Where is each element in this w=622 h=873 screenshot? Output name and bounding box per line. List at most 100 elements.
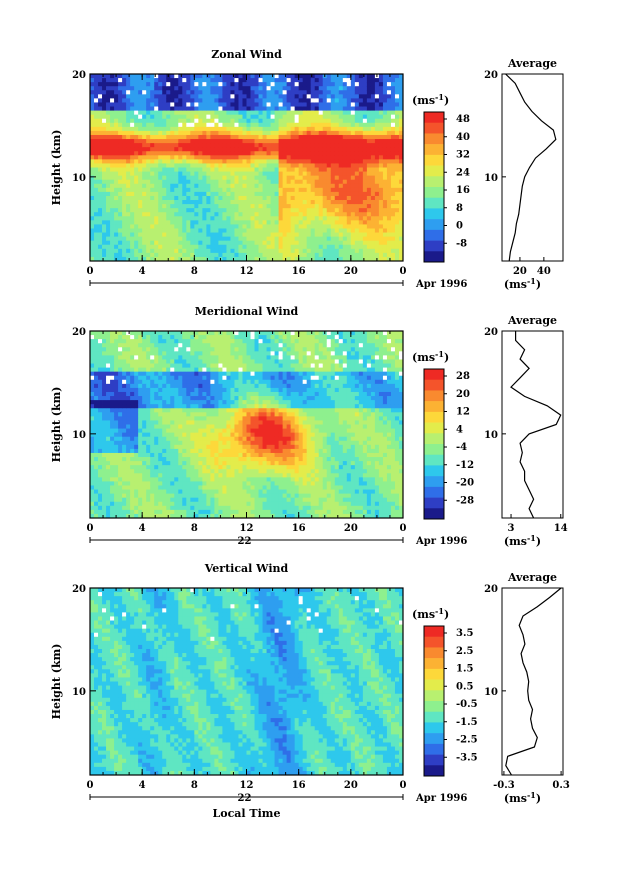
heatmap-cell xyxy=(194,216,199,221)
heatmap-cell xyxy=(222,208,227,213)
heatmap-cell xyxy=(246,175,251,181)
heatmap-cell xyxy=(290,232,296,238)
heatmap-cell xyxy=(294,74,300,79)
heatmap-cell xyxy=(150,90,155,95)
heatmap-cell xyxy=(186,228,191,233)
heatmap-cell xyxy=(146,485,151,490)
heatmap-cell xyxy=(242,126,247,132)
heatmap-cell xyxy=(130,256,135,262)
heatmap-cell xyxy=(330,74,336,79)
heatmap-cell xyxy=(94,252,99,258)
heatmap-cell xyxy=(298,195,304,201)
heatmap-cell xyxy=(94,363,99,368)
heatmap-cell xyxy=(158,355,163,360)
heatmap-cell xyxy=(230,179,235,185)
heatmap-cell xyxy=(150,195,155,201)
heatmap-cell xyxy=(186,412,191,417)
heatmap-cell xyxy=(170,232,175,238)
heatmap-cell xyxy=(326,151,332,156)
heatmap-cell xyxy=(206,151,211,156)
heatmap-cell xyxy=(114,383,119,389)
heatmap-cell xyxy=(390,183,396,189)
heatmap-cell xyxy=(134,347,139,352)
heatmap-cell xyxy=(114,461,119,466)
heatmap-cell xyxy=(286,236,292,242)
heatmap-cell xyxy=(194,256,199,262)
heatmap-cell xyxy=(326,163,332,168)
heatmap-cell xyxy=(350,216,356,221)
heatmap-cell xyxy=(274,102,279,107)
heatmap-cell xyxy=(210,122,215,128)
heatmap-cell xyxy=(314,208,320,213)
heatmap-cell xyxy=(202,208,207,213)
heatmap-cell xyxy=(102,110,107,116)
heatmap-cell xyxy=(326,143,332,148)
heatmap-cell xyxy=(182,240,187,246)
heatmap-cell xyxy=(246,155,251,160)
heatmap-cell xyxy=(294,134,300,140)
heatmap-cell xyxy=(366,139,372,144)
heatmap-cell xyxy=(102,391,107,397)
heatmap-cell xyxy=(154,481,159,486)
heatmap-cell xyxy=(130,383,135,389)
heatmap-cell xyxy=(330,122,336,128)
heatmap-cell xyxy=(122,513,127,519)
heatmap-cell xyxy=(198,86,203,91)
heatmap-cell xyxy=(222,232,227,238)
heatmap-cell xyxy=(398,102,404,107)
heatmap-cell xyxy=(322,248,328,254)
heatmap-cell xyxy=(354,82,360,87)
heatmap-cell xyxy=(246,106,251,111)
heatmap-cell xyxy=(266,126,271,132)
heatmap-cell xyxy=(158,371,163,377)
heatmap-cell xyxy=(266,175,271,181)
heatmap-cell xyxy=(218,155,223,160)
heatmap-cell xyxy=(218,212,223,217)
heatmap-cell xyxy=(294,187,300,193)
heatmap-cell xyxy=(394,220,400,225)
heatmap-cell xyxy=(134,485,139,490)
heatmap-cell xyxy=(142,86,147,91)
heatmap-cell xyxy=(126,424,131,429)
heatmap-cell xyxy=(170,367,175,373)
heatmap-cell xyxy=(350,106,356,111)
heatmap-cell xyxy=(374,90,380,95)
heatmap-cell xyxy=(154,416,159,421)
heatmap-cell xyxy=(378,139,384,144)
heatmap-cell xyxy=(242,134,247,140)
heatmap-cell xyxy=(258,106,263,111)
heatmap-cell xyxy=(166,465,171,470)
heatmap-cell xyxy=(298,244,304,250)
heatmap-cell xyxy=(146,452,151,458)
heatmap-cell xyxy=(322,86,328,91)
heatmap-cell xyxy=(118,216,123,221)
heatmap-cell xyxy=(230,147,235,152)
heatmap-cell xyxy=(158,236,163,242)
heatmap-cell xyxy=(378,155,384,160)
heatmap-cell xyxy=(150,367,155,373)
heatmap-cell xyxy=(162,139,167,144)
heatmap-cell xyxy=(186,204,191,209)
heatmap-cell xyxy=(334,232,340,238)
heatmap-cell xyxy=(270,224,275,229)
heatmap-cell xyxy=(118,473,123,478)
heatmap-cell xyxy=(134,139,139,144)
heatmap-cell xyxy=(150,212,155,217)
heatmap-cell xyxy=(246,139,251,144)
heatmap-cell xyxy=(90,212,95,217)
heatmap-cell xyxy=(118,175,123,181)
heatmap-cell xyxy=(278,244,284,250)
heatmap-cell xyxy=(282,143,288,148)
heatmap-cell xyxy=(350,82,356,87)
heatmap-cell xyxy=(306,118,312,124)
heatmap xyxy=(90,74,404,262)
heatmap-cell xyxy=(130,86,135,91)
heatmap-cell xyxy=(94,256,99,262)
heatmap-cell xyxy=(234,220,239,225)
heatmap-cell xyxy=(210,106,215,111)
heatmap-cell xyxy=(242,78,247,83)
heatmap-cell xyxy=(266,114,271,120)
heatmap-cell xyxy=(146,114,151,120)
heatmap-cell xyxy=(130,191,135,197)
heatmap-cell xyxy=(370,147,376,152)
